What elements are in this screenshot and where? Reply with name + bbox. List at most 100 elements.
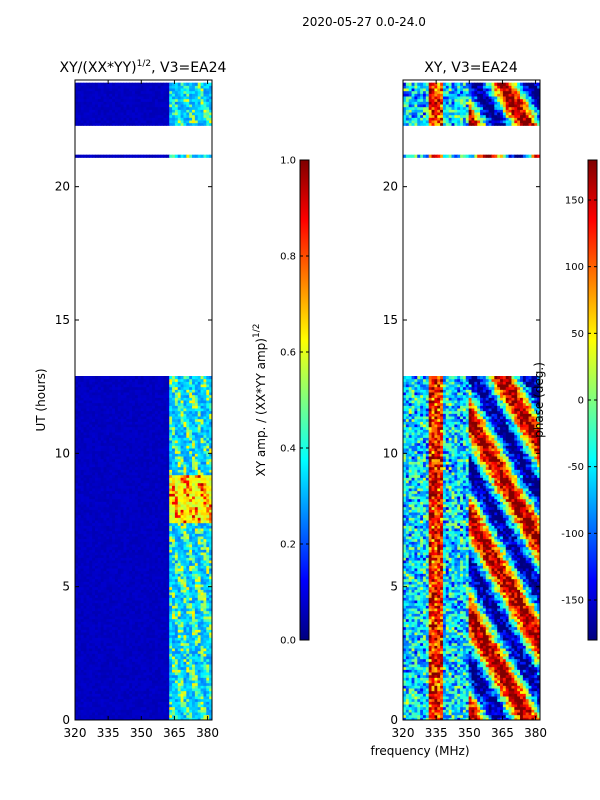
- heat-cell: [77, 690, 82, 694]
- heat-cell: [189, 642, 193, 646]
- heat-cell: [77, 442, 82, 446]
- heat-cell: [80, 570, 85, 574]
- heat-cell: [163, 525, 167, 529]
- heat-cell: [129, 554, 133, 558]
- heat-cell: [157, 536, 162, 540]
- heat-cell: [169, 672, 173, 676]
- heat-cell: [109, 530, 113, 534]
- heat-cell: [129, 442, 133, 446]
- heat-cell: [172, 565, 176, 569]
- heat-cell: [86, 714, 90, 718]
- heat-cell: [180, 637, 184, 641]
- heat-cell: [123, 442, 127, 446]
- heat-cell: [189, 581, 193, 585]
- heat-cell: [75, 688, 79, 692]
- heat-cell: [197, 600, 202, 604]
- heat-cell: [92, 672, 96, 676]
- heat-cell: [157, 506, 162, 510]
- heat-cell: [80, 613, 85, 617]
- heat-cell: [149, 546, 153, 550]
- heat-cell: [94, 552, 99, 556]
- heat-cell: [140, 602, 144, 606]
- heat-cell: [134, 589, 139, 593]
- heat-cell: [157, 698, 162, 702]
- heat-cell: [197, 709, 202, 713]
- heat-cell: [112, 504, 116, 508]
- heat-cell: [97, 605, 102, 609]
- heat-cell: [109, 712, 113, 716]
- heat-cell: [77, 536, 82, 540]
- heat-cell: [177, 677, 182, 681]
- heat-cell: [143, 610, 147, 614]
- heat-cell: [169, 565, 173, 569]
- heat-cell: [157, 578, 162, 582]
- heat-cell: [160, 616, 164, 620]
- heat-cell: [109, 538, 113, 542]
- heat-cell: [152, 480, 156, 484]
- heat-cell: [189, 674, 193, 678]
- heat-cell: [134, 525, 139, 529]
- heat-cell: [97, 448, 102, 452]
- heat-cell: [206, 586, 210, 590]
- heat-cell: [183, 690, 187, 694]
- heat-cell: [109, 696, 113, 700]
- heat-cell: [137, 544, 142, 548]
- heat-cell: [80, 512, 85, 516]
- heat-cell: [109, 693, 113, 697]
- heat-cell: [83, 458, 87, 462]
- heat-cell: [152, 680, 156, 684]
- heat-cell: [83, 613, 87, 617]
- heat-cell: [189, 693, 193, 697]
- heat-cell: [140, 624, 144, 628]
- heat-cell: [172, 592, 176, 596]
- heat-cell: [183, 584, 187, 588]
- heat-cell: [163, 450, 167, 454]
- heat-cell: [149, 594, 153, 598]
- heat-cell: [126, 685, 130, 689]
- heat-cell: [143, 514, 147, 518]
- heat-cell: [106, 600, 110, 604]
- heat-cell: [123, 565, 127, 569]
- heat-cell: [100, 624, 105, 628]
- heat-cell: [80, 672, 85, 676]
- heat-cell: [172, 586, 176, 590]
- heat-cell: [154, 554, 159, 558]
- heat-cell: [89, 549, 93, 553]
- heat-cell: [97, 618, 102, 622]
- heat-cell: [143, 613, 147, 617]
- heat-cell: [120, 461, 125, 465]
- heat-cell: [163, 453, 167, 457]
- heat-cell: [152, 528, 156, 532]
- heat-cell: [137, 682, 142, 686]
- heat-cell: [174, 506, 179, 510]
- heat-cell: [180, 528, 184, 532]
- heat-cell: [89, 458, 93, 462]
- heat-cell: [172, 661, 176, 665]
- heat-cell: [112, 442, 116, 446]
- heat-cell: [200, 568, 204, 572]
- heat-cell: [194, 600, 199, 604]
- heat-cell: [203, 442, 207, 446]
- heat-cell: [194, 450, 199, 454]
- heat-cell: [129, 464, 133, 468]
- heat-cell: [129, 624, 133, 628]
- heat-cell: [103, 458, 107, 462]
- heat-cell: [103, 621, 107, 625]
- heat-cell: [97, 565, 102, 569]
- heat-cell: [166, 642, 170, 646]
- heat-cell: [152, 664, 156, 668]
- heat-cell: [203, 677, 207, 681]
- heat-cell: [154, 530, 159, 534]
- heat-cell: [203, 658, 207, 662]
- heat-cell: [172, 573, 176, 577]
- heat-cell: [163, 501, 167, 505]
- heat-cell: [86, 522, 90, 526]
- heat-cell: [109, 677, 113, 681]
- heat-cell: [97, 488, 102, 492]
- heat-cell: [75, 581, 79, 585]
- heat-cell: [86, 464, 90, 468]
- heat-cell: [163, 485, 167, 489]
- heat-cell: [75, 597, 79, 601]
- heat-cell: [146, 541, 150, 545]
- heat-cell: [143, 680, 147, 684]
